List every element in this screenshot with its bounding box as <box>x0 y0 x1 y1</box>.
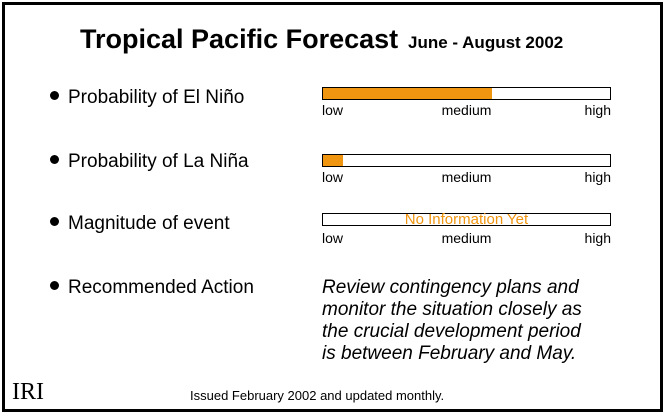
bar-fill <box>323 155 344 166</box>
scale-medium-label: medium <box>441 169 492 185</box>
scale-high-label: high <box>584 230 611 246</box>
scale-low-label: low <box>322 102 344 118</box>
bar-fill <box>323 88 493 99</box>
scale-magnitude: low medium high <box>322 230 611 246</box>
scale-low-label: low <box>322 169 344 185</box>
scale-el-nino: low medium high <box>322 102 611 118</box>
row-magnitude: Magnitude of event <box>50 213 230 235</box>
row-label: Recommended Action <box>68 277 254 298</box>
bullet-icon <box>50 155 59 165</box>
row-recommended-action: Recommended Action <box>50 277 254 299</box>
row-label: Probability of La Niña <box>68 151 249 172</box>
iri-logo: IRI <box>12 379 44 405</box>
magnitude-bar: No Information Yet <box>322 211 611 228</box>
scale-high-label: high <box>584 169 611 185</box>
scale-medium-label: medium <box>441 230 492 246</box>
recommendation-text: Review contingency plans and monitor the… <box>322 277 622 365</box>
bullet-icon <box>50 217 59 227</box>
row-label: Magnitude of event <box>68 213 230 234</box>
bullet-icon <box>50 281 59 291</box>
row-la-nina: Probability of La Niña <box>50 151 249 173</box>
la-nina-probability-bar <box>322 154 611 167</box>
issued-note: Issued February 2002 and updated monthly… <box>190 388 445 403</box>
recommendation-line: the crucial development period <box>322 321 581 342</box>
row-label: Probability of El Niño <box>68 87 245 108</box>
page-title: Tropical Pacific Forecast <box>80 24 399 54</box>
recommendation-line: is between February and May. <box>322 343 577 364</box>
no-information-note: No Information Yet <box>404 211 529 228</box>
recommendation-line: monitor the situation closely as <box>322 299 582 320</box>
forecast-period: June - August 2002 <box>408 33 564 52</box>
bullet-icon <box>50 91 59 101</box>
row-el-nino: Probability of El Niño <box>50 87 244 109</box>
recommendation-line: Review contingency plans and <box>322 277 579 298</box>
scale-la-nina: low medium high <box>322 169 611 185</box>
scale-medium-label: medium <box>441 102 492 118</box>
scale-high-label: high <box>584 102 611 118</box>
scale-low-label: low <box>322 230 344 246</box>
el-nino-probability-bar <box>322 87 611 100</box>
slide-frame <box>2 2 663 412</box>
